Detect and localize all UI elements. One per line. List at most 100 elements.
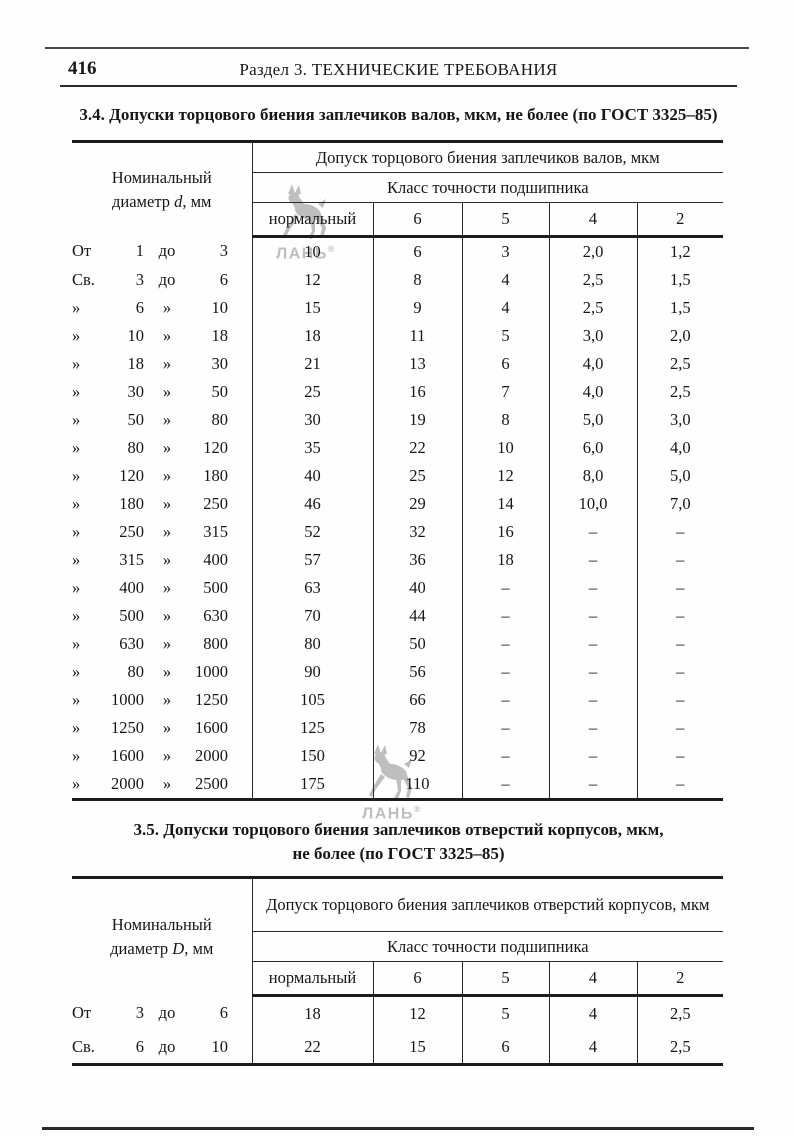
value-cell-class6: 78 [372,714,462,742]
table-3-4-grid: Номинальный диаметр d, мм Допуск торцово… [72,140,724,801]
range-cell: » 2000 » 2500 [72,770,253,800]
table-3-5-title-line2: не более (по ГОСТ 3325–85) [292,844,505,863]
range-prefix2: » [162,662,172,681]
value-cell-class4: 2,5 [548,294,637,322]
value-cell-class5: – [461,686,549,714]
value-cell-class4: – [548,770,637,800]
value-cell-class6: 6 [372,236,462,266]
value-cell-normal: 52 [251,518,373,546]
range-prefix1: » [72,662,81,681]
range-value2: 50 [211,382,229,401]
value-cell-normal: 21 [251,350,373,378]
table-3-5-grid: Номинальный диаметр D, мм Допуск торцово… [72,876,724,1066]
range-cell: » 1000 » 1250 [72,686,253,714]
value-cell-class5: 18 [461,546,549,574]
accuracy-class-header: Класс точности подшипника [252,172,724,203]
range-value1: 500 [119,606,144,625]
value-cell-class2: – [636,602,724,630]
value-cell-normal: 10 [251,236,373,266]
value-cell-class2: 1,5 [636,266,724,294]
value-cell-class4: – [548,518,637,546]
value-cell-class2: – [636,658,724,686]
range-cell: » 400 » 500 [72,574,253,602]
value-cell-class2: – [636,686,724,714]
range-value1: 18 [127,354,145,373]
table-row: » 500 » 630 70 44 – – – [72,602,724,630]
range-cell: » 6 » 10 [72,294,253,322]
value-cell-class5: – [461,714,549,742]
table-row: » 180 » 250 46 29 14 10,0 7,0 [72,490,724,518]
value-cell-class2: 4,0 [636,434,724,462]
value-cell-normal: 90 [251,658,373,686]
range-prefix1: » [72,522,81,541]
diameter-column-header: Номинальный диаметр d, мм [72,141,253,237]
header-underline [60,85,737,87]
table-row: От 3 до 6 18 12 5 4 2,5 [72,995,724,1030]
value-cell-class6: 19 [372,406,462,434]
range-value2: 10 [211,298,229,317]
table-header-row: Номинальный диаметр D, мм Допуск торцово… [72,877,724,996]
range-prefix1: » [72,354,81,373]
range-prefix1: » [72,382,81,401]
range-prefix2: до [158,1002,176,1022]
range-prefix2: » [162,522,172,541]
value-cell-class4: 2,0 [548,236,637,266]
table-row: » 400 » 500 63 40 – – – [72,574,724,602]
range-value2: 18 [211,326,229,345]
value-cell-normal: 125 [251,714,373,742]
table-row: » 80 » 120 35 22 10 6,0 4,0 [72,434,724,462]
value-cell-class5: 4 [461,294,549,322]
value-cell-normal: 30 [251,406,373,434]
range-prefix2: до [158,1036,176,1056]
range-value2: 30 [211,354,229,373]
range-value1: 6 [135,1036,144,1056]
value-cell-class5: 6 [461,350,549,378]
value-cell-class6: 8 [372,266,462,294]
range-prefix1: » [72,746,81,765]
value-cell-class5: – [461,602,549,630]
range-prefix1: » [72,494,81,513]
value-cell-class2: 2,0 [636,322,724,350]
range-value2: 400 [203,550,228,569]
value-cell-class4: 4,0 [548,350,637,378]
value-cell-class4: 5,0 [548,406,637,434]
diameter-header-line1: Номинальный [111,915,212,935]
value-cell-class4: – [548,630,637,658]
range-value2: 1600 [195,718,228,737]
range-value1: 3 [135,270,144,289]
value-cell-class4: 4 [548,995,637,1030]
value-cell-class5: 16 [461,518,549,546]
range-value1: 630 [119,634,144,653]
table-3-5: Номинальный диаметр D, мм Допуск торцово… [72,876,724,1066]
value-cell-normal: 70 [251,602,373,630]
range-cell: » 80 » 1000 [72,658,253,686]
value-cell-class5: 5 [461,995,549,1030]
range-value2: 180 [203,466,228,485]
value-cell-class6: 50 [372,630,462,658]
range-value2: 800 [203,634,228,653]
value-cell-class6: 25 [372,462,462,490]
column-header-class2: 2 [636,961,724,997]
table-row: Св. 6 до 10 22 15 6 4 2,5 [72,1030,724,1065]
range-prefix2: » [162,410,172,429]
table-row: » 6 » 10 15 9 4 2,5 1,5 [72,294,724,322]
value-cell-class4: – [548,686,637,714]
column-header-class6: 6 [372,202,462,238]
range-prefix2: » [162,354,172,373]
column-header-class5: 5 [461,202,549,238]
column-header-class5: 5 [461,961,549,997]
range-prefix2: » [162,494,172,513]
range-value1: 3 [135,1002,144,1022]
value-cell-class5: – [461,658,549,686]
value-cell-class2: 1,2 [636,236,724,266]
value-cell-class5: – [461,630,549,658]
table-row: » 120 » 180 40 25 12 8,0 5,0 [72,462,724,490]
range-value2: 630 [203,606,228,625]
range-value2: 1250 [195,690,228,709]
range-value1: 400 [119,578,144,597]
range-prefix2: » [162,550,172,569]
value-cell-normal: 35 [251,434,373,462]
range-prefix2: » [162,466,172,485]
range-cell: » 18 » 30 [72,350,253,378]
range-value1: 1000 [111,690,144,709]
